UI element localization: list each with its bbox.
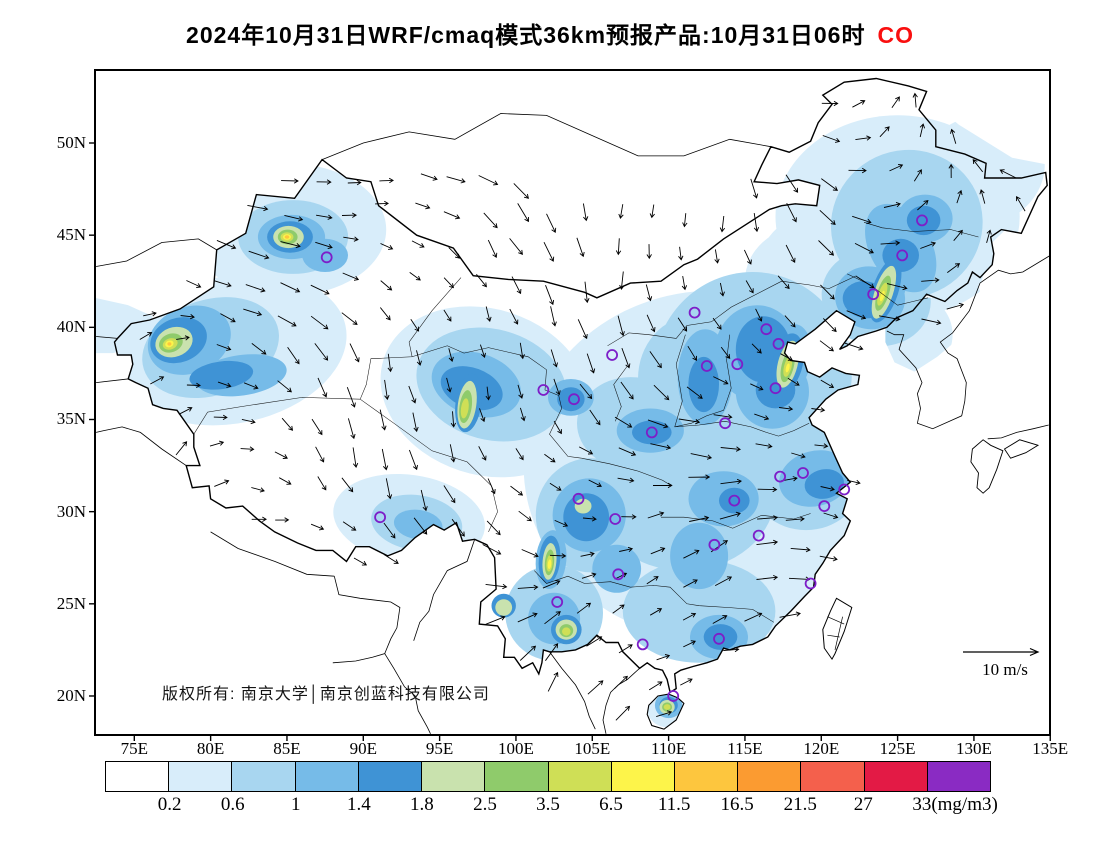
lon-tick-label: 105E <box>574 739 611 758</box>
colorbar-cell <box>106 762 169 791</box>
station-marker <box>612 568 625 581</box>
species-label: CO <box>877 22 914 48</box>
map-frame <box>94 69 1051 736</box>
colorbar-level-label: 6.5 <box>599 794 623 815</box>
colorbar-cell <box>800 762 864 791</box>
station-marker <box>818 500 831 513</box>
colorbar-cell <box>737 762 801 791</box>
wind-scale-label: 10 m/s <box>982 660 1028 679</box>
colorbar-cell <box>484 762 548 791</box>
colorbar-cell <box>673 762 738 791</box>
colorbar-level-label: 33(mg/m3) <box>912 794 998 815</box>
colorbar-cell <box>231 762 295 791</box>
station-marker <box>667 690 680 702</box>
station-marker <box>708 538 721 551</box>
colorbar-level-label: 11.5 <box>657 794 691 815</box>
lon-tick-label: 80E <box>196 739 225 758</box>
lon-tick-label: 85E <box>273 739 301 758</box>
colorbar-cell <box>421 762 485 791</box>
station-marker <box>752 529 765 542</box>
station-marker <box>572 492 585 505</box>
china-co-map <box>89 69 1051 741</box>
station-markers <box>320 214 928 702</box>
station-marker <box>772 337 785 350</box>
wind-scale-arrow <box>963 647 1040 657</box>
station-marker <box>609 513 622 525</box>
station-marker <box>731 358 744 371</box>
station-marker <box>774 470 786 483</box>
station-marker <box>867 288 880 301</box>
colorbar-level-label: 27 <box>853 794 873 815</box>
lat-tick-label: 45N <box>56 225 86 245</box>
lon-tick-label: 90E <box>349 739 377 758</box>
wind-vectors <box>139 92 1026 721</box>
station-marker <box>713 632 725 645</box>
lat-tick-label: 25N <box>56 593 86 613</box>
station-marker <box>374 511 387 524</box>
colorbar-level-label: 0.2 <box>157 794 182 815</box>
station-marker <box>719 417 731 430</box>
lon-tick-label: 120E <box>803 739 840 758</box>
lon-tick-label: 100E <box>497 739 534 758</box>
colorbar-cell <box>926 762 991 791</box>
colorbar-cell <box>863 762 927 791</box>
co-concentration-field <box>94 114 1045 728</box>
station-marker <box>636 638 649 651</box>
colorbar-level-label: 2.5 <box>473 794 497 815</box>
colorbar-cell <box>357 762 422 791</box>
station-marker <box>896 249 909 262</box>
colorbar <box>105 761 991 792</box>
lon-tick-label: 130E <box>955 739 992 758</box>
colorbar-cell <box>547 762 611 791</box>
title-text: 2024年10月31日WRF/cmaq模式36km预报产品:10月31日06时 <box>186 22 866 48</box>
station-marker <box>645 426 658 439</box>
colorbar-level-label: 1 <box>291 794 301 815</box>
copyright-text: 版权所有: 南京大学│南京创蓝科技有限公司 <box>162 686 490 703</box>
lat-tick-label: 20N <box>56 685 86 705</box>
colorbar-cell <box>294 762 358 791</box>
lat-tick-label: 35N <box>56 409 86 429</box>
station-marker <box>688 306 701 319</box>
station-marker <box>838 483 851 496</box>
colorbar-level-label: 3.5 <box>536 794 560 815</box>
station-marker <box>551 596 564 608</box>
lon-tick-label: 110E <box>650 739 687 758</box>
station-marker <box>568 393 580 406</box>
colorbar-level-label: 1.8 <box>410 794 434 815</box>
lon-tick-label: 115E <box>727 739 763 758</box>
colorbar-level-label: 16.5 <box>720 794 754 815</box>
colorbar-cell <box>610 762 674 791</box>
station-marker <box>797 467 809 479</box>
station-marker <box>769 382 782 395</box>
lon-tick-label: 135E <box>1032 739 1069 758</box>
station-marker <box>700 360 713 372</box>
station-marker <box>728 494 741 507</box>
station-marker <box>760 323 773 336</box>
lon-tick-label: 75E <box>120 739 148 758</box>
page-title: 2024年10月31日WRF/cmaq模式36km预报产品:10月31日06时 C… <box>0 16 1100 50</box>
station-marker <box>320 251 333 264</box>
station-marker <box>537 384 550 396</box>
colorbar-level-label: 21.5 <box>783 794 817 815</box>
colorbar-level-label: 1.4 <box>346 794 371 815</box>
colorbar-cell <box>168 762 232 791</box>
lat-tick-label: 30N <box>56 501 86 521</box>
lon-tick-label: 95E <box>425 739 454 758</box>
lon-tick-label: 125E <box>879 739 916 758</box>
axis-ticks <box>89 142 1051 741</box>
lat-tick-label: 40N <box>56 317 86 337</box>
map-borders <box>96 77 1051 734</box>
station-marker <box>916 214 928 227</box>
colorbar-level-label: 0.6 <box>220 794 245 815</box>
station-marker <box>606 349 618 361</box>
lat-tick-label: 50N <box>56 133 86 152</box>
station-marker <box>804 577 817 590</box>
